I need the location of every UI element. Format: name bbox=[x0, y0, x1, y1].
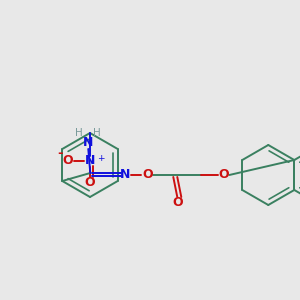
Text: O: O bbox=[218, 169, 229, 182]
Text: H: H bbox=[93, 128, 101, 138]
Text: N: N bbox=[83, 136, 94, 149]
Text: -: - bbox=[57, 146, 63, 160]
Text: N: N bbox=[85, 154, 95, 167]
Text: O: O bbox=[63, 154, 73, 167]
Text: +: + bbox=[97, 154, 104, 163]
Text: N: N bbox=[120, 169, 130, 182]
Text: O: O bbox=[172, 196, 183, 209]
Text: H: H bbox=[75, 128, 83, 138]
Text: O: O bbox=[85, 176, 95, 190]
Text: O: O bbox=[142, 169, 153, 182]
